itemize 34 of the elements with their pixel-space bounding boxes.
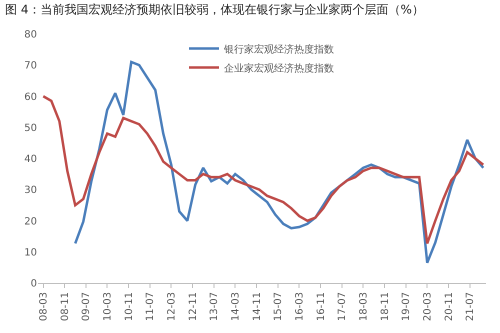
x-tick-label: 19-07: [401, 292, 412, 322]
x-tick-label: 10-11: [124, 292, 135, 322]
y-tick-label: 10: [24, 247, 37, 258]
y-tick-label: 0: [30, 278, 37, 290]
y-tick-label: 30: [24, 185, 37, 196]
x-tick-label: 16-11: [316, 292, 327, 322]
x-tick-label: 20-11: [444, 292, 455, 322]
y-tick-label: 20: [24, 216, 37, 228]
x-tick-label: 10-03: [102, 292, 114, 322]
x-tick-label: 12-11: [188, 292, 199, 322]
x-tick-label: 08-03: [38, 292, 50, 322]
x-tick-label: 09-07: [81, 292, 92, 322]
x-tick-label: 14-11: [252, 292, 263, 322]
line-series: [42, 95, 485, 245]
x-tick-label: 13-07: [209, 292, 220, 322]
chart-title: 图 4：当前我国宏观经济预期依旧较弱，体现在银行家与企业家两个层面（%）: [5, 2, 424, 16]
legend-label: 银行家宏观经济热度指数: [223, 43, 334, 56]
y-tick-label: 50: [24, 122, 37, 134]
x-tick-label: 08-11: [60, 292, 71, 322]
x-tick-label: 17-07: [337, 292, 348, 322]
x-tick-label: 18-03: [358, 292, 370, 322]
x-tick-label: 15-07: [273, 292, 284, 322]
y-tick-label: 40: [24, 154, 37, 165]
y-tick-label: 60: [24, 92, 37, 103]
x-tick-label: 18-11: [380, 292, 391, 322]
y-tick-label: 70: [24, 60, 37, 72]
x-tick-label: 12-03: [166, 292, 178, 322]
x-tick-label: 16-03: [294, 292, 306, 322]
x-tick-label: 14-03: [230, 292, 242, 322]
x-tick-label: 11-07: [145, 292, 156, 322]
x-tick-label: 21-07: [465, 292, 476, 322]
x-tick-label: 20-03: [422, 292, 434, 322]
legend-label: 企业家宏观经济热度指数: [224, 62, 334, 74]
y-tick-label: 80: [24, 30, 37, 40]
